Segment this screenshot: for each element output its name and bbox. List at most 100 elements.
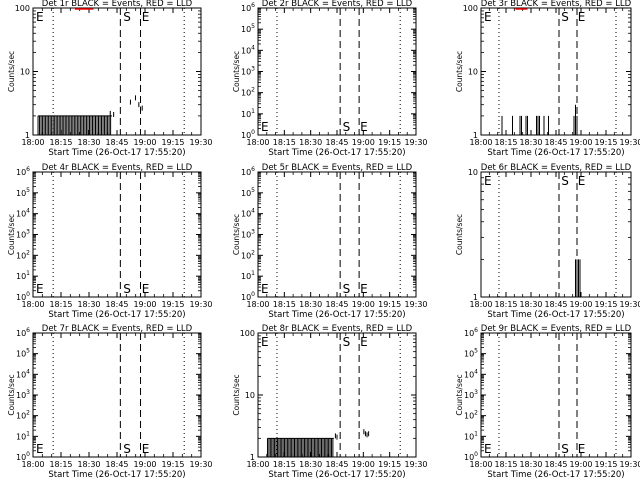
x-tick-label: 18:00 xyxy=(21,138,44,147)
y-tick-label: 101 xyxy=(241,108,255,119)
x-tick-label: 19:30 xyxy=(404,300,427,309)
x-tick-label: 19:15 xyxy=(161,300,184,309)
x-tick-label: 19:30 xyxy=(189,460,212,469)
x-tick-label: 19:15 xyxy=(378,138,401,147)
x-axis-label: Start Time (26-Oct-17 17:55:20) xyxy=(48,310,185,320)
x-tick-label: 18:15 xyxy=(49,300,72,309)
end-marker-left: E xyxy=(36,442,44,456)
plot-frame xyxy=(32,332,202,458)
x-tick-label: 18:15 xyxy=(273,138,296,147)
x-tick-label: 18:45 xyxy=(325,460,348,469)
x-tick-label: 19:00 xyxy=(569,460,592,469)
x-axis-label: Start Time (26-Oct-17 17:55:20) xyxy=(268,470,405,480)
start-marker: S xyxy=(561,10,569,24)
x-tick-label: 18:00 xyxy=(469,460,492,469)
x-axis-label: Start Time (26-Oct-17 17:55:20) xyxy=(487,310,624,320)
end-marker-left: E xyxy=(261,282,269,296)
start-marker: S xyxy=(561,174,569,188)
panel-det-9r: Det 9r BLACK = Events, RED = LLD 100 101 10… xyxy=(455,324,640,480)
y-axis-label: Counts/sec xyxy=(232,51,241,92)
plot-frame xyxy=(257,7,417,136)
panel-title: Det 7r BLACK = Events, RED = LLD xyxy=(42,324,193,334)
x-tick-label: 18:45 xyxy=(544,300,567,309)
y-tick-label: 102 xyxy=(241,249,255,260)
y-tick-label: 104 xyxy=(16,368,30,379)
x-tick-label: 18:15 xyxy=(494,300,517,309)
x-tick-label: 19:00 xyxy=(133,138,156,147)
start-marker: S xyxy=(123,442,131,456)
end-marker-left: E xyxy=(261,335,269,349)
start-marker: S xyxy=(561,442,569,456)
y-axis-label: Counts/sec xyxy=(7,374,16,415)
y-tick-label: 103 xyxy=(241,229,255,240)
x-tick-label: 18:00 xyxy=(469,300,492,309)
y-tick-label: 1 xyxy=(473,293,478,302)
start-marker: S xyxy=(123,10,131,24)
x-tick-label: 18:45 xyxy=(544,138,567,147)
y-tick-label: 105 xyxy=(241,23,255,34)
x-tick-label: 19:30 xyxy=(404,460,427,469)
panel-det-7r: Det 7r BLACK = Events, RED = LLD 100 101 10… xyxy=(7,324,213,480)
x-axis-label: Start Time (26-Oct-17 17:55:20) xyxy=(268,310,405,320)
x-tick-label: 19:15 xyxy=(594,300,617,309)
panel-title: Det 4r BLACK = Events, RED = LLD xyxy=(42,163,193,173)
x-tick-label: 19:15 xyxy=(378,460,401,469)
y-tick-label: 1 xyxy=(25,131,30,140)
y-tick-label: 105 xyxy=(241,187,255,198)
y-tick-label: 102 xyxy=(464,410,478,421)
x-tick-label: 18:00 xyxy=(246,300,269,309)
y-tick-label: 1 xyxy=(473,131,478,140)
end-marker: E xyxy=(360,120,368,134)
end-marker: E xyxy=(142,442,150,456)
x-tick-label: 18:15 xyxy=(273,300,296,309)
panel-det-6r: Det 6r BLACK = Events, RED = LLD 1 10 18:00… xyxy=(455,163,640,320)
events-series xyxy=(501,104,578,135)
x-tick-label: 19:00 xyxy=(569,300,592,309)
x-tick-label: 19:15 xyxy=(378,300,401,309)
y-tick-label: 100 xyxy=(16,291,30,302)
x-tick-label: 18:30 xyxy=(299,300,322,309)
y-tick-label: 100 xyxy=(464,451,478,462)
x-tick-label: 18:00 xyxy=(21,460,44,469)
x-tick-label: 19:30 xyxy=(404,138,427,147)
y-tick-label: 10 xyxy=(20,68,30,77)
y-tick-label: 102 xyxy=(16,410,30,421)
y-tick-label: 101 xyxy=(464,430,478,441)
events-series xyxy=(37,95,143,135)
x-axis-label: Start Time (26-Oct-17 17:55:20) xyxy=(48,148,185,158)
end-marker-left: E xyxy=(261,120,269,134)
x-tick-label: 18:45 xyxy=(544,460,567,469)
y-tick-label: 10 xyxy=(468,68,478,77)
x-tick-label: 18:30 xyxy=(77,300,100,309)
y-tick-label: 100 xyxy=(241,291,255,302)
x-tick-label: 18:30 xyxy=(519,460,542,469)
y-tick-label: 100 xyxy=(241,129,255,140)
x-axis-label: Start Time (26-Oct-17 17:55:20) xyxy=(487,470,624,480)
plot-frame xyxy=(480,7,632,136)
y-tick-label: 100 xyxy=(240,329,255,338)
y-tick-label: 105 xyxy=(16,348,30,359)
y-tick-label: 102 xyxy=(241,87,255,98)
y-axis-label: Counts/sec xyxy=(7,214,16,255)
panel-title: Det 5r BLACK = Events, RED = LLD xyxy=(262,163,413,173)
panel-title: Det 1r BLACK = Events, RED = LLD xyxy=(42,0,193,9)
x-tick-label: 18:15 xyxy=(49,138,72,147)
x-axis-label: Start Time (26-Oct-17 17:55:20) xyxy=(487,148,624,158)
panel-det-5r: Det 5r BLACK = Events, RED = LLD 100 101 10… xyxy=(232,163,428,320)
y-tick-label: 105 xyxy=(16,187,30,198)
x-tick-label: 18:15 xyxy=(273,460,296,469)
y-axis-label: Counts/sec xyxy=(455,51,464,92)
y-tick-label: 105 xyxy=(464,348,478,359)
x-tick-label: 19:15 xyxy=(161,460,184,469)
x-axis-label: Start Time (26-Oct-17 17:55:20) xyxy=(48,470,185,480)
end-marker-left: E xyxy=(36,282,44,296)
y-axis-label: Counts/sec xyxy=(232,214,241,255)
x-tick-label: 19:00 xyxy=(352,300,375,309)
panel-det-4r: Det 4r BLACK = Events, RED = LLD 100 101 10… xyxy=(7,163,213,320)
x-tick-label: 18:45 xyxy=(105,460,128,469)
y-tick-label: 104 xyxy=(241,208,255,219)
start-marker: S xyxy=(343,120,351,134)
x-tick-label: 18:30 xyxy=(77,460,100,469)
